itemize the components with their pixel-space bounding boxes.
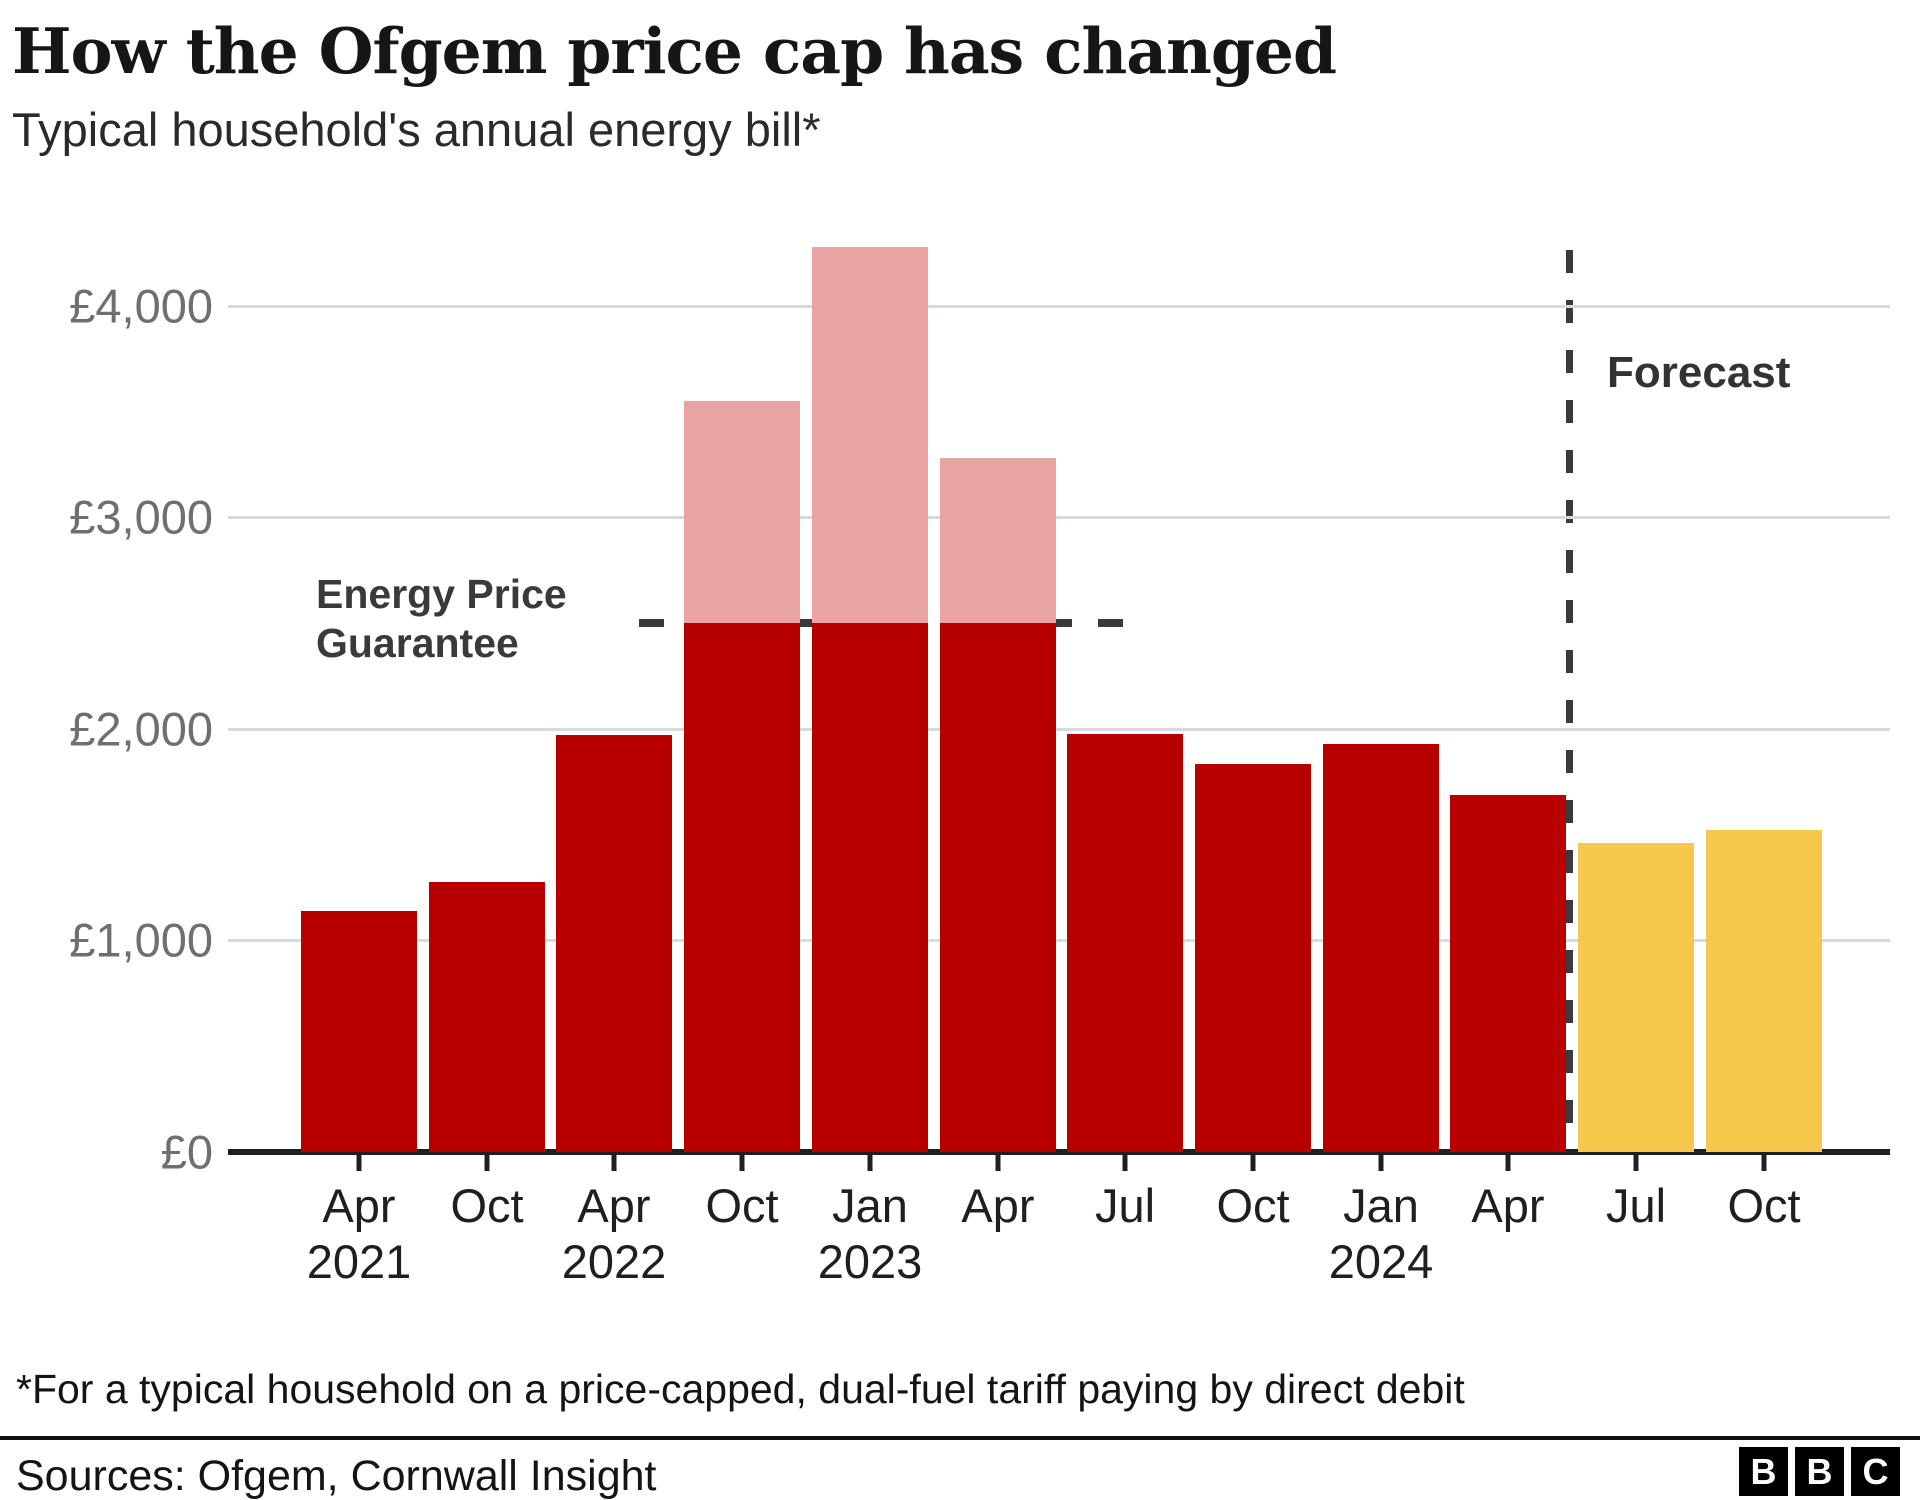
bar-forecast-oct-11 bbox=[1706, 830, 1822, 1152]
bar-actual-apr-2 bbox=[556, 735, 672, 1152]
y-tick-label: £2,000 bbox=[69, 702, 213, 756]
x-tick-label-month: Oct bbox=[450, 1179, 524, 1232]
x-axis-tick bbox=[484, 1155, 490, 1171]
gridline-4000 bbox=[228, 305, 1890, 308]
bar-actual-apr-5 bbox=[940, 623, 1056, 1152]
x-tick-label-month: Oct bbox=[1216, 1179, 1290, 1232]
bar-actual-oct-1 bbox=[429, 882, 545, 1152]
bar-actual-jan-4 bbox=[812, 623, 928, 1152]
x-axis-tick bbox=[995, 1155, 1001, 1171]
x-tick-label-month: Oct bbox=[705, 1179, 779, 1232]
x-tick-label-month: Jan bbox=[832, 1179, 908, 1232]
x-tick-label-month: Jul bbox=[1094, 1179, 1156, 1232]
forecast-label: Forecast bbox=[1607, 348, 1791, 397]
x-tick-label-month: Apr bbox=[577, 1179, 651, 1232]
x-axis-tick bbox=[356, 1155, 362, 1171]
bbc-logo-letter: B bbox=[1795, 1447, 1844, 1496]
gridline-3000 bbox=[228, 516, 1890, 519]
x-tick-label-year: 2022 bbox=[561, 1235, 667, 1288]
sources-text: Sources: Ofgem, Cornwall Insight bbox=[16, 1452, 657, 1500]
x-tick-label-month: Jan bbox=[1343, 1179, 1419, 1232]
bar-actual-jul-6 bbox=[1067, 734, 1183, 1152]
x-axis-tick bbox=[739, 1155, 745, 1171]
bar-actual-oct-7 bbox=[1195, 764, 1311, 1152]
energy-price-guarantee-label: Energy Price Guarantee bbox=[316, 571, 567, 667]
x-axis-tick bbox=[1761, 1155, 1767, 1171]
x-axis-tick bbox=[1122, 1155, 1128, 1171]
chart-footnote: *For a typical household on a price-capp… bbox=[16, 1366, 1465, 1412]
y-tick-label: £1,000 bbox=[69, 913, 213, 967]
x-tick-label-month: Apr bbox=[322, 1179, 396, 1232]
bar-actual-jan-8 bbox=[1323, 744, 1439, 1152]
bar-forecast-jul-10 bbox=[1578, 843, 1694, 1152]
x-axis-tick bbox=[611, 1155, 617, 1171]
y-tick-label: £4,000 bbox=[69, 279, 213, 333]
x-axis-line bbox=[228, 1149, 1890, 1155]
chart-subtitle: Typical household's annual energy bill* bbox=[12, 103, 821, 156]
y-tick-label: £3,000 bbox=[69, 490, 213, 544]
x-tick-label-month: Oct bbox=[1727, 1179, 1801, 1232]
x-tick-label-month: Jul bbox=[1605, 1179, 1667, 1232]
gridline-2000 bbox=[228, 728, 1890, 731]
footer-divider bbox=[0, 1436, 1920, 1440]
plot-area: Energy Price Guarantee Forecast £0 £1,000… bbox=[69, 247, 1890, 1288]
bar-actual-oct-3 bbox=[684, 623, 800, 1152]
x-tick-label-year: 2024 bbox=[1328, 1235, 1434, 1288]
gridline-1000 bbox=[228, 939, 1890, 942]
bbc-logo: B B C bbox=[1739, 1447, 1900, 1496]
bbc-logo-letter: B bbox=[1739, 1447, 1788, 1496]
chart-title: How the Ofgem price cap has changed bbox=[12, 14, 1337, 88]
x-tick-label-month: Apr bbox=[961, 1179, 1035, 1232]
bar-actual-apr-9 bbox=[1450, 795, 1566, 1152]
x-axis-tick bbox=[1505, 1155, 1511, 1171]
x-axis-tick bbox=[1250, 1155, 1256, 1171]
y-tick-label: £0 bbox=[160, 1125, 213, 1179]
bar-actual-apr-0 bbox=[301, 911, 417, 1152]
bbc-logo-letter: C bbox=[1851, 1447, 1900, 1496]
x-tick-label-year: 2021 bbox=[306, 1235, 412, 1288]
x-axis-tick bbox=[1378, 1155, 1384, 1171]
x-axis-tick bbox=[867, 1155, 873, 1171]
x-axis-tick bbox=[1633, 1155, 1639, 1171]
x-tick-label-month: Apr bbox=[1471, 1179, 1545, 1232]
x-tick-label-year: 2023 bbox=[817, 1235, 923, 1288]
forecast-divider-dashed-line bbox=[1566, 250, 1573, 1152]
